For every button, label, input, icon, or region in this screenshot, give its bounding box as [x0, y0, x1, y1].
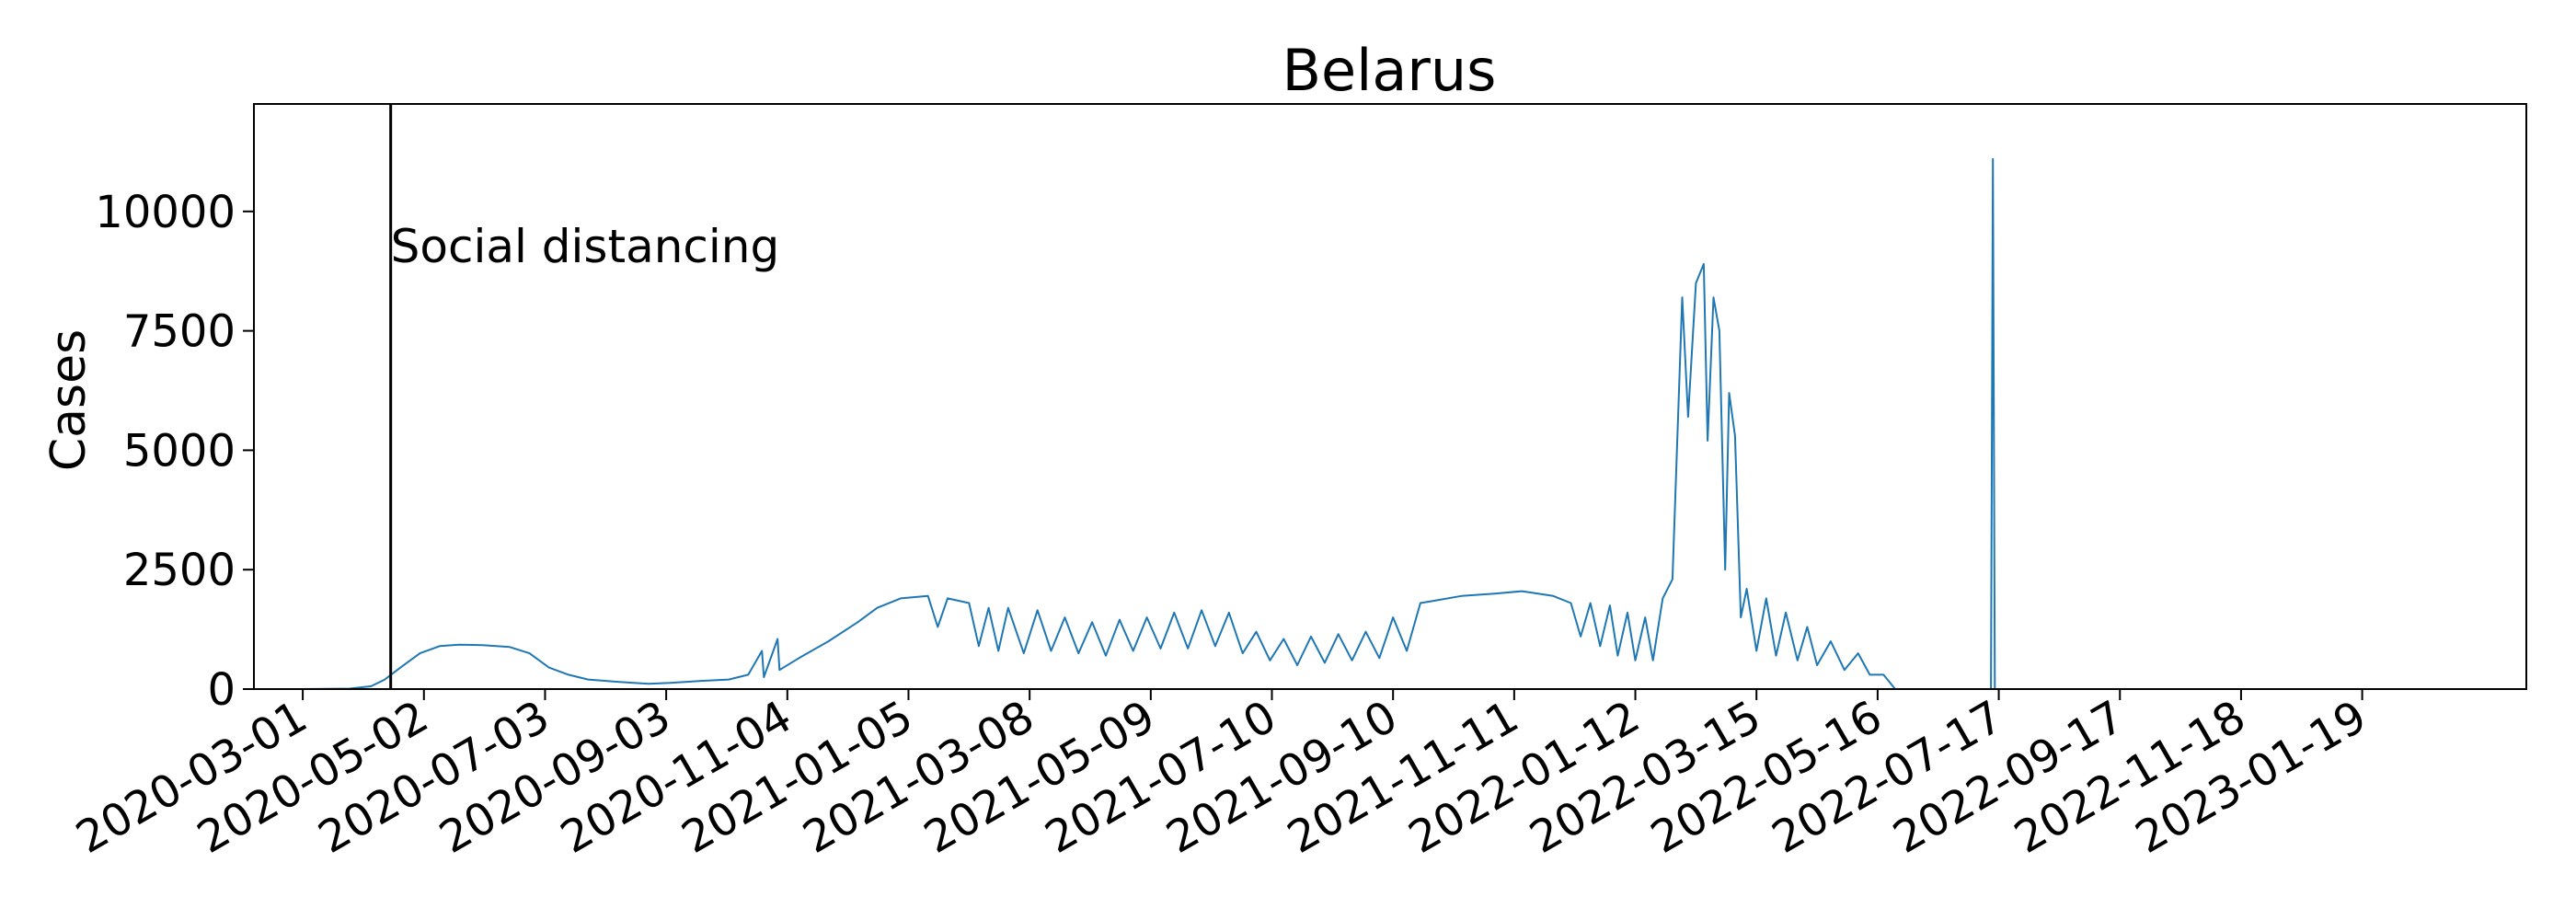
x-axis-ticks: 2020-03-012020-05-022020-07-032020-09-03… — [68, 689, 2375, 864]
annotation-label: Social distancing — [391, 220, 780, 273]
y-axis-label: Cases — [41, 329, 97, 471]
y-tick-label: 2500 — [123, 545, 236, 596]
y-tick-label: 7500 — [123, 306, 236, 358]
plot-content: Social distancing — [303, 104, 2526, 690]
y-tick-label: 10000 — [95, 187, 236, 238]
y-tick-label: 0 — [207, 664, 236, 716]
plot-area-frame — [253, 103, 2527, 690]
y-axis-ticks: 0 2500 5000 7500 10000 — [95, 187, 254, 716]
chart-title: Belarus — [1282, 37, 1497, 104]
series-line-0 — [303, 157, 2526, 690]
y-tick-label: 5000 — [123, 425, 236, 477]
